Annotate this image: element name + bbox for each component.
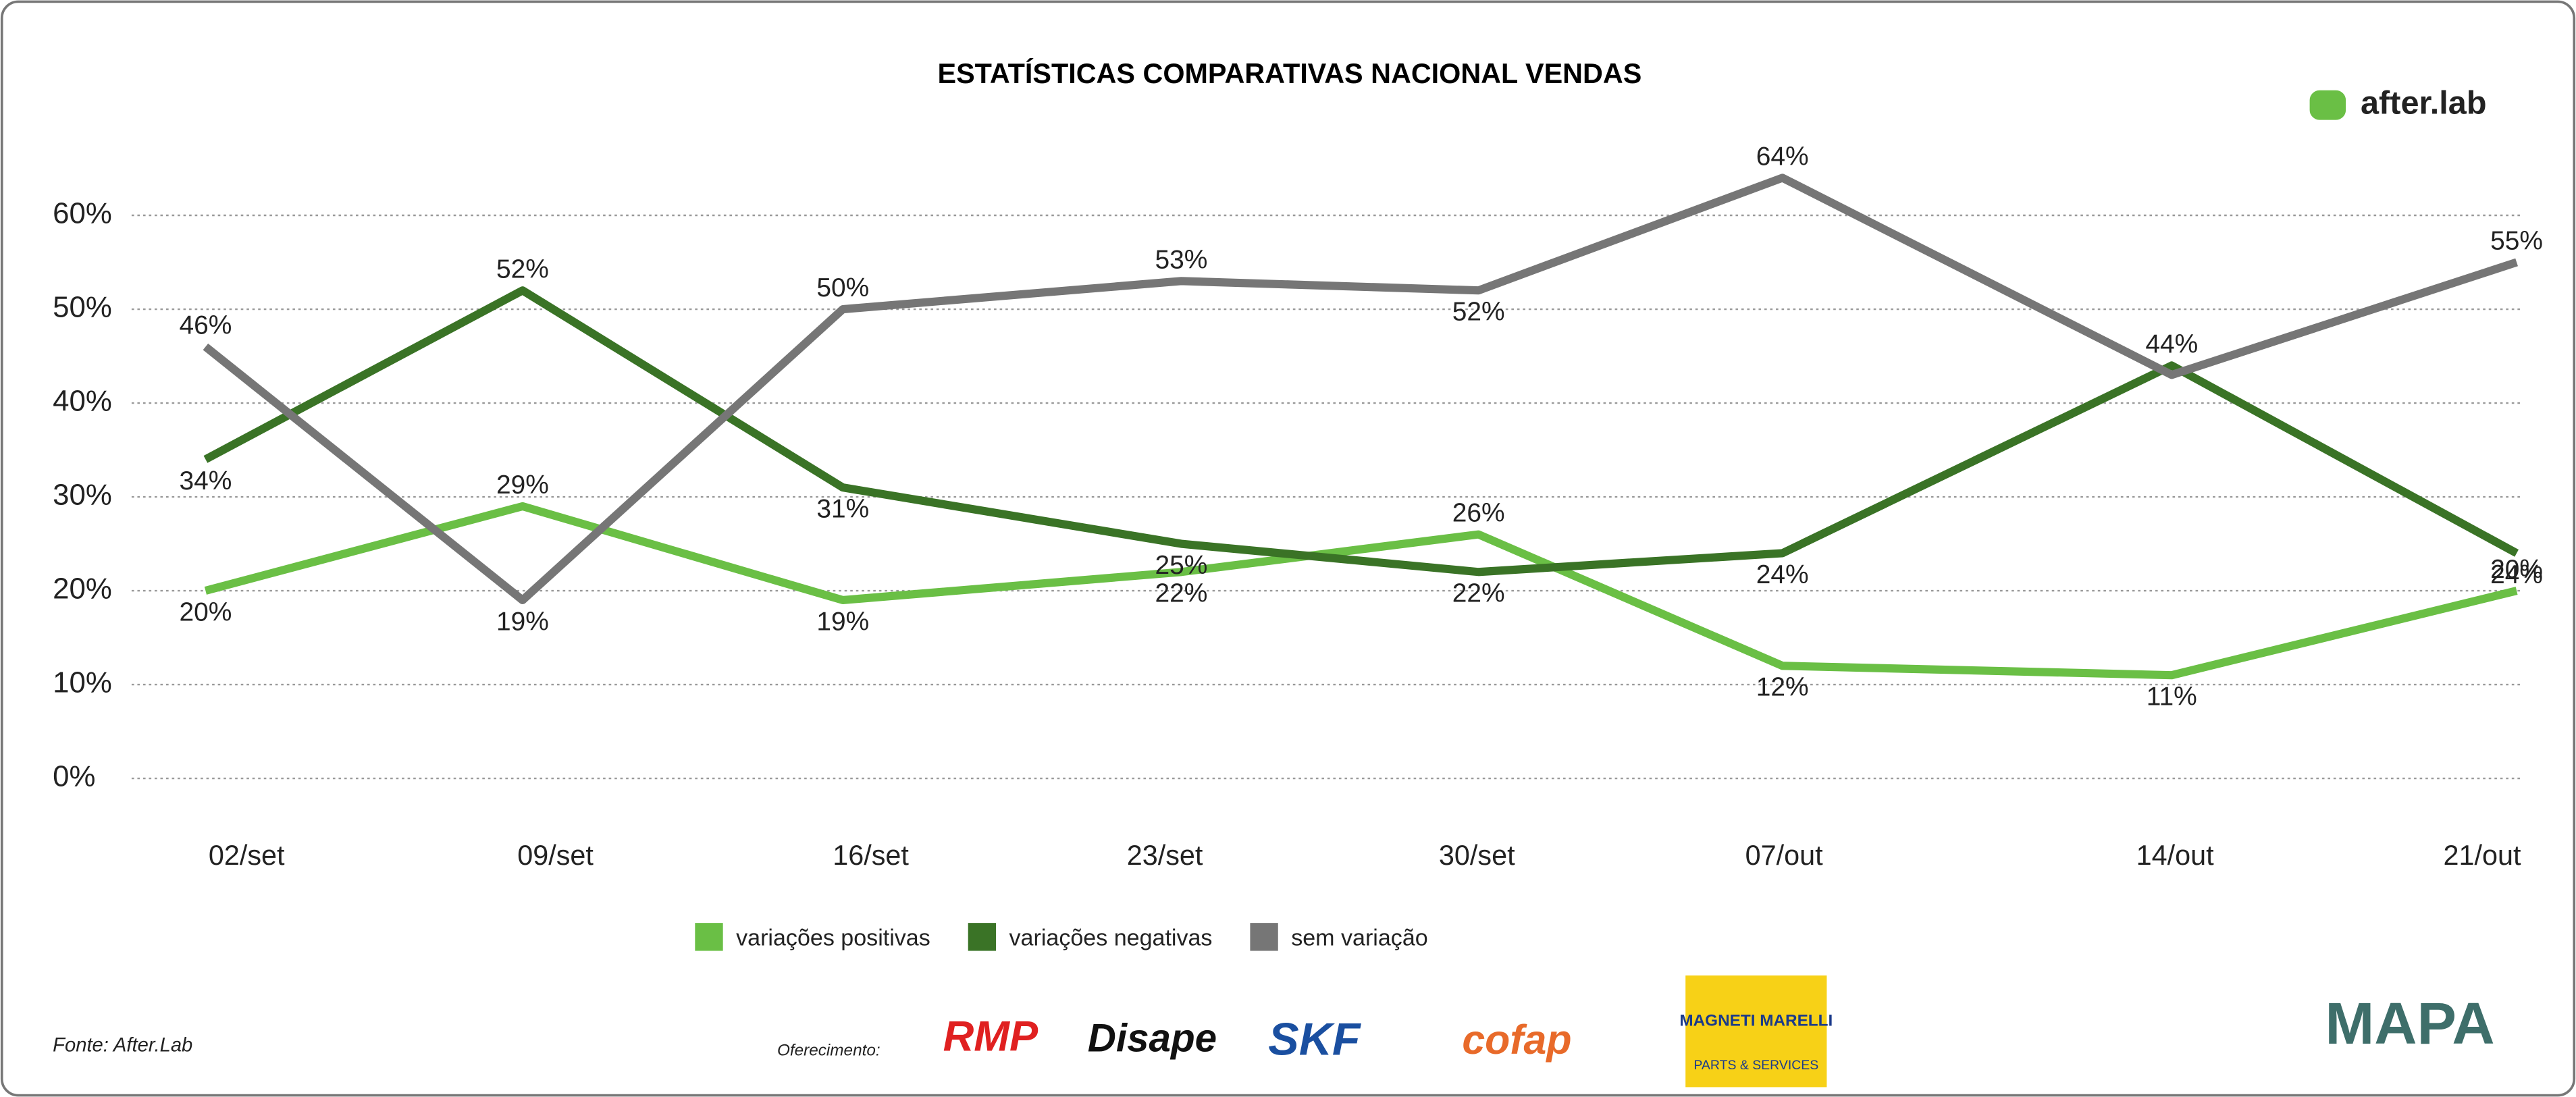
chart-title: ESTATÍSTICAS COMPARATIVAS NACIONAL VENDA…	[938, 58, 1642, 89]
data-label: 24%	[1756, 560, 1809, 589]
sponsor-logo: SKF	[1268, 1014, 1362, 1065]
x-tick-label: 14/out	[2136, 840, 2214, 871]
x-tick-label: 02/set	[209, 840, 285, 871]
x-tick-label: 09/set	[517, 840, 594, 871]
data-label: 46%	[179, 311, 232, 340]
sponsor-label: Oferecimento:	[777, 1041, 880, 1059]
y-tick-label: 60%	[53, 197, 112, 230]
y-tick-label: 40%	[53, 385, 112, 418]
legend-label: sem variação	[1291, 925, 1427, 951]
data-label: 22%	[1155, 579, 1207, 608]
data-label: 55%	[2490, 227, 2543, 256]
source: Fonte: After.Lab	[53, 1034, 192, 1056]
data-label: 25%	[1155, 551, 1207, 580]
series-line	[203, 286, 2519, 577]
data-label: 12%	[1756, 673, 1809, 702]
data-label: 29%	[496, 471, 549, 500]
data-label: 34%	[179, 466, 232, 496]
y-tick-label: 0%	[53, 760, 95, 793]
data-label: 64%	[1756, 142, 1809, 171]
data-label: 19%	[816, 607, 869, 636]
data-label: 22%	[1452, 579, 1505, 608]
legend-swatch	[695, 923, 723, 951]
series-line	[203, 173, 2518, 605]
y-tick-label: 10%	[53, 666, 112, 699]
data-label: 11%	[2147, 682, 2197, 711]
data-label: 52%	[1452, 298, 1505, 327]
x-tick-label: 16/set	[833, 840, 909, 871]
partner-logo: MAPA	[2325, 990, 2494, 1056]
series-line	[204, 502, 2518, 680]
data-label: 31%	[816, 494, 869, 523]
legend-label: variações positivas	[736, 925, 930, 951]
data-label: 50%	[816, 273, 869, 302]
sponsor-logo: Disape	[1088, 1017, 1217, 1061]
y-tick-label: 50%	[53, 291, 112, 324]
x-tick-label: 21/out	[2444, 840, 2521, 871]
data-label: 20%	[179, 597, 232, 626]
sponsor-logo: cofap	[1462, 1017, 1571, 1063]
legend-swatch	[1250, 923, 1278, 951]
x-tick-label: 23/set	[1127, 840, 1203, 871]
brand-icon	[2309, 90, 2346, 120]
data-label: 44%	[2145, 330, 2198, 359]
data-label: 53%	[1155, 245, 1207, 274]
sponsor-logo: MAGNETI MARELLI	[1679, 1012, 1833, 1030]
legend-swatch	[968, 923, 997, 951]
data-label: 19%	[496, 607, 549, 636]
data-label: 24%	[2490, 560, 2543, 589]
sponsor-logo: PARTS & SERVICES	[1693, 1058, 1818, 1073]
x-tick-label: 07/out	[1745, 840, 1823, 871]
data-label: 52%	[496, 255, 549, 284]
y-tick-label: 20%	[53, 572, 112, 606]
data-label: 20%	[2490, 555, 2543, 584]
legend-label: variações negativas	[1009, 925, 1213, 951]
brand: after.lab	[2361, 85, 2487, 122]
data-label: 26%	[1452, 499, 1505, 528]
sponsor-box	[1685, 975, 1827, 1088]
x-tick-label: 30/set	[1439, 840, 1515, 871]
sponsor-logo: RMP	[943, 1013, 1039, 1061]
y-tick-label: 30%	[53, 479, 112, 512]
